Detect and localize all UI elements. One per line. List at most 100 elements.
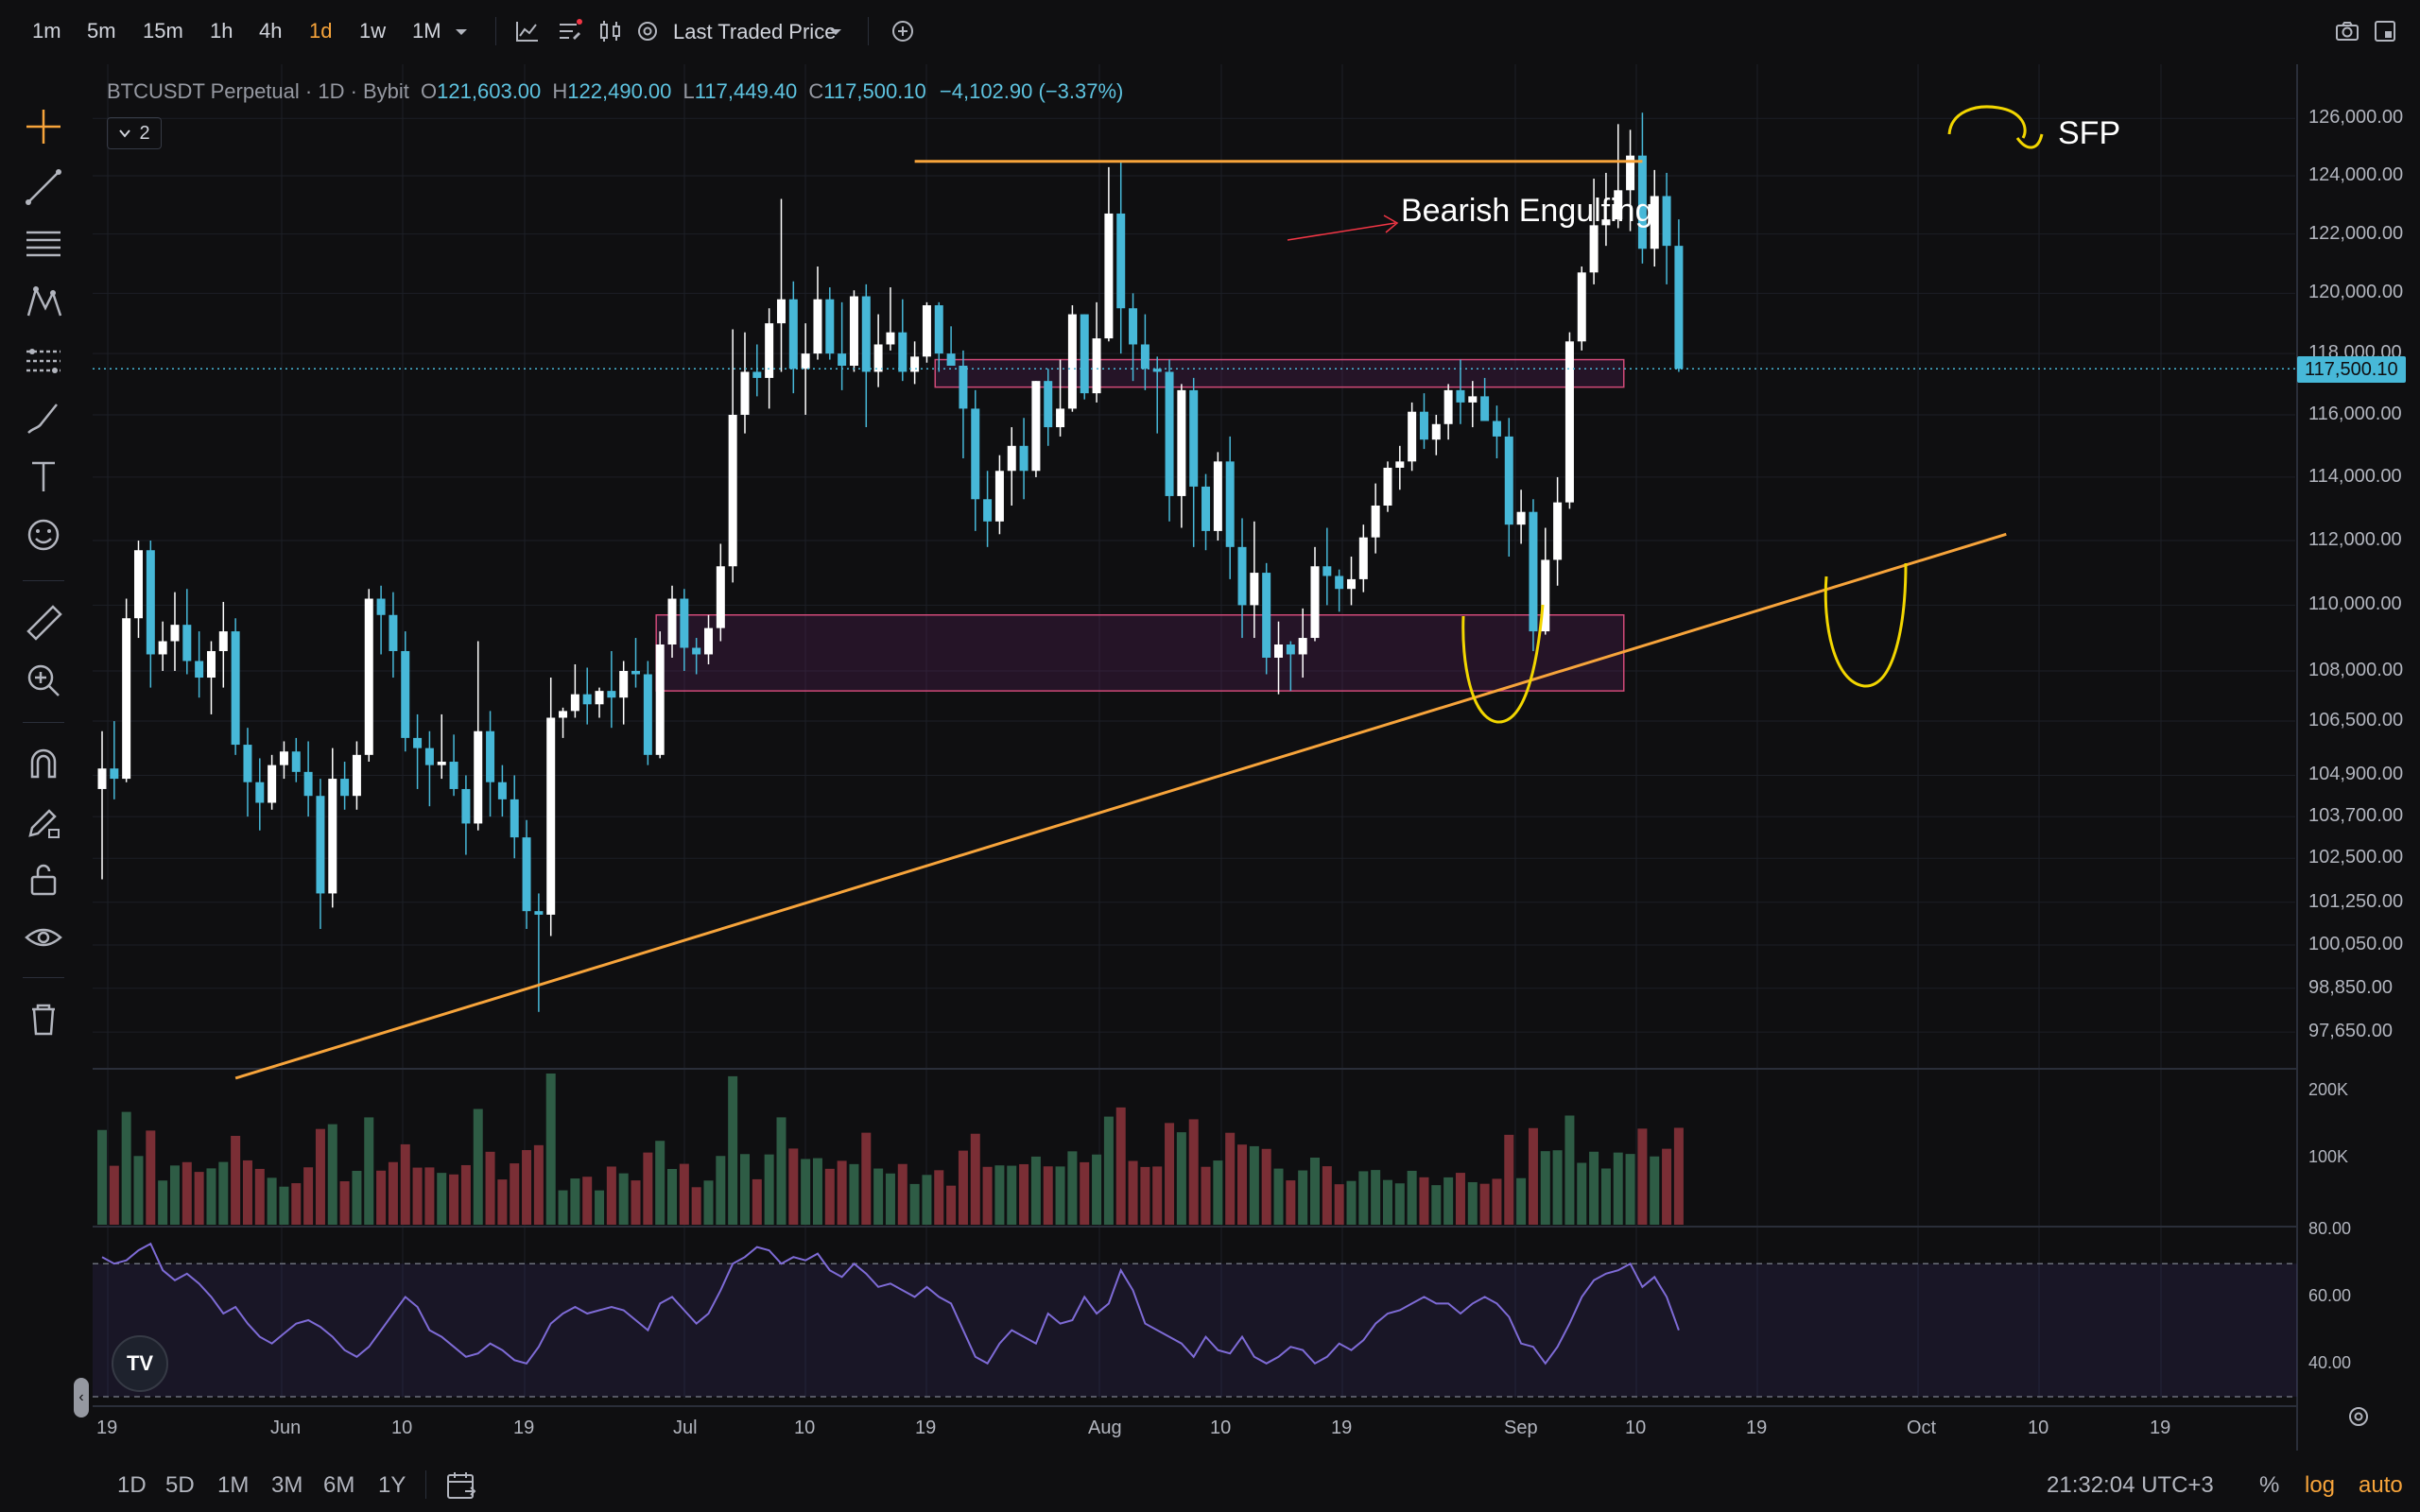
visibility-eye-icon[interactable] bbox=[21, 915, 66, 960]
candle-body bbox=[146, 550, 155, 655]
candle-body bbox=[1614, 190, 1623, 220]
volume-bar bbox=[497, 1179, 508, 1225]
text-tool-icon[interactable] bbox=[21, 454, 66, 499]
volume-bar bbox=[849, 1163, 859, 1225]
log-scale-toggle[interactable]: log bbox=[2305, 1472, 2336, 1498]
volume-bar bbox=[824, 1168, 835, 1225]
volume-bar bbox=[182, 1161, 192, 1225]
volume-bar bbox=[1625, 1154, 1635, 1225]
candle-body bbox=[1589, 225, 1599, 273]
crosshair-icon[interactable] bbox=[21, 104, 66, 149]
volume-bar bbox=[1589, 1151, 1599, 1225]
collapse-handle-icon[interactable]: ‹ bbox=[74, 1378, 89, 1418]
trash-icon[interactable] bbox=[21, 996, 66, 1041]
toolbar-divider bbox=[23, 580, 64, 581]
volume-bar bbox=[522, 1150, 532, 1225]
candle-body bbox=[158, 641, 167, 655]
time-axis-label: 19 bbox=[915, 1418, 937, 1438]
trend-line-icon[interactable] bbox=[21, 164, 66, 210]
price-source-dropdown[interactable]: Last Traded Price bbox=[673, 20, 837, 43]
candle-body bbox=[1516, 511, 1526, 525]
candle-body bbox=[1237, 546, 1247, 606]
price-axis-label: 101,250.00 bbox=[2308, 890, 2404, 912]
candle-body bbox=[1564, 341, 1574, 503]
range-1M[interactable]: 1M bbox=[217, 1472, 250, 1498]
timeframe-1m[interactable]: 1m bbox=[32, 19, 61, 43]
candle-body bbox=[922, 305, 931, 357]
indicators-chart-icon[interactable] bbox=[513, 17, 542, 45]
auto-scale-toggle[interactable]: auto bbox=[2359, 1472, 2403, 1498]
volume-bar bbox=[1201, 1166, 1211, 1225]
candle-body bbox=[206, 650, 216, 679]
emoji-icon[interactable] bbox=[21, 512, 66, 558]
candle-body bbox=[752, 371, 762, 378]
candle-body bbox=[1080, 314, 1089, 394]
price-axis-label: 106,500.00 bbox=[2308, 710, 2404, 731]
candles bbox=[93, 112, 2297, 1012]
timeframe-1h[interactable]: 1h bbox=[210, 19, 233, 43]
price-source-chevron-icon[interactable] bbox=[826, 23, 845, 42]
volume-bar bbox=[812, 1158, 822, 1225]
range-1D[interactable]: 1D bbox=[117, 1472, 147, 1498]
sfp-annotation[interactable]: SFP bbox=[2058, 115, 2121, 151]
volume-bar bbox=[1650, 1156, 1660, 1225]
price-axis-label: 120,000.00 bbox=[2308, 282, 2404, 303]
volume-bar bbox=[1225, 1132, 1236, 1225]
forecast-tool-icon[interactable] bbox=[21, 338, 66, 384]
volume-bar bbox=[1176, 1132, 1186, 1225]
volume-bar bbox=[1419, 1177, 1429, 1225]
time-axis-label: 10 bbox=[1210, 1418, 1232, 1438]
symbol-name[interactable]: BTCUSDT Perpetual · 1D · Bybit bbox=[107, 79, 409, 103]
candle-body bbox=[486, 730, 495, 782]
timeframe-1M[interactable]: 1M bbox=[412, 19, 441, 43]
candle-body bbox=[838, 353, 847, 366]
lock-drawing-pencil-icon[interactable] bbox=[21, 799, 66, 845]
candle-body bbox=[971, 408, 980, 500]
range-6M[interactable]: 6M bbox=[323, 1472, 355, 1498]
price-axis-label: 104,900.00 bbox=[2308, 764, 2404, 785]
templates-icon[interactable] bbox=[556, 17, 584, 45]
axis-settings-gear-icon[interactable] bbox=[2342, 1400, 2375, 1433]
candle-body bbox=[1553, 502, 1563, 560]
ruler-icon[interactable] bbox=[21, 599, 66, 644]
unlock-icon[interactable] bbox=[21, 856, 66, 902]
timeframe-5m[interactable]: 5m bbox=[87, 19, 116, 43]
brush-icon[interactable] bbox=[21, 395, 66, 440]
volume-bar bbox=[606, 1166, 616, 1225]
indicator-toggle[interactable]: 2 bbox=[107, 117, 162, 149]
candle-body bbox=[873, 344, 883, 372]
volume-bar bbox=[1310, 1157, 1320, 1225]
timeframe-1d[interactable]: 1d bbox=[309, 19, 333, 43]
timeframe-4h[interactable]: 4h bbox=[259, 19, 283, 43]
price-axis-label: 100,050.00 bbox=[2308, 934, 2404, 954]
clock-timezone[interactable]: 21:32:04 UTC+3 bbox=[2047, 1472, 2214, 1498]
settings-gear-icon[interactable] bbox=[633, 17, 662, 45]
volume-bar bbox=[364, 1117, 374, 1225]
chevron-down-icon[interactable] bbox=[450, 21, 473, 43]
calendar-goto-date-icon[interactable] bbox=[444, 1469, 478, 1503]
candle-body bbox=[898, 332, 908, 372]
timeframe-1w[interactable]: 1w bbox=[359, 19, 387, 43]
compare-candles-icon[interactable] bbox=[596, 17, 625, 45]
range-3M[interactable]: 3M bbox=[271, 1472, 303, 1498]
range-5D[interactable]: 5D bbox=[165, 1472, 195, 1498]
price-axis-label: 122,000.00 bbox=[2308, 222, 2404, 244]
fib-retracement-icon[interactable] bbox=[21, 221, 66, 266]
add-plus-circle-icon[interactable] bbox=[889, 17, 917, 45]
bearish-engulfing-annotation[interactable]: Bearish Engulfing bbox=[1401, 193, 1653, 229]
volume-bar bbox=[801, 1159, 811, 1225]
candle-body bbox=[389, 614, 398, 651]
yellow-circle-sep-low bbox=[1461, 604, 1545, 724]
magnet-icon[interactable] bbox=[21, 741, 66, 786]
pattern-tool-icon[interactable] bbox=[21, 280, 66, 325]
range-1Y[interactable]: 1Y bbox=[378, 1472, 406, 1498]
tradingview-logo[interactable]: TV bbox=[112, 1335, 168, 1392]
zoom-in-icon[interactable] bbox=[21, 658, 66, 703]
volume-bar bbox=[1261, 1148, 1271, 1225]
fullscreen-icon[interactable] bbox=[2371, 17, 2399, 45]
camera-snapshot-icon[interactable] bbox=[2333, 17, 2361, 45]
candle-body bbox=[97, 768, 107, 789]
percent-scale-toggle[interactable]: % bbox=[2259, 1472, 2280, 1498]
timeframe-15m[interactable]: 15m bbox=[143, 19, 183, 43]
